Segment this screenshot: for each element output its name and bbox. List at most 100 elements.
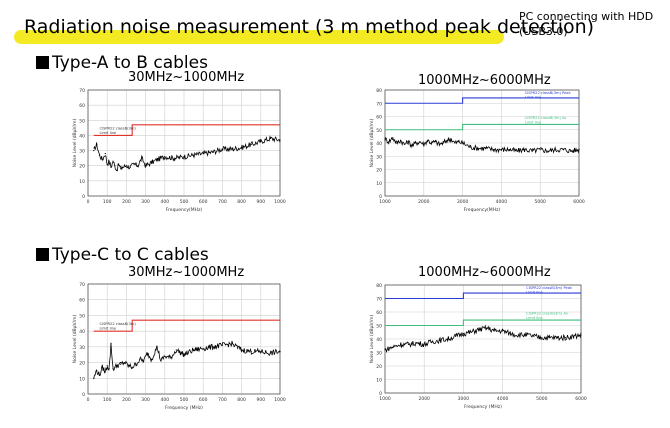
data-point: [141, 157, 143, 159]
limit-label: CISPR22 classB(3m) Av: [525, 116, 568, 120]
x-tick-label: 600: [199, 397, 208, 403]
data-point: [110, 343, 112, 345]
y-tick-label: 30: [79, 345, 85, 351]
peak-limit-label: CISPR22 classB(3m) Peak: [526, 286, 573, 290]
data-point: [104, 371, 106, 373]
data-point: [439, 339, 441, 341]
limit-label: CISPR22 classB(3m): [100, 322, 137, 326]
data-point: [423, 343, 425, 345]
data-point: [572, 335, 574, 337]
data-point: [106, 365, 108, 367]
x-tick-label: 0: [87, 397, 90, 403]
x-tick-label: 400: [161, 397, 170, 403]
section-label: Type-C to C cables: [52, 245, 209, 265]
y-tick-label: 70: [376, 101, 382, 107]
limit-label: CISPR22 classB(3m) Av: [526, 312, 569, 316]
x-tick-label: 300: [141, 199, 150, 205]
section-label: Type-A to B cables: [52, 53, 208, 73]
y-tick-label: 0: [82, 194, 85, 200]
data-point: [269, 352, 271, 354]
peak-limit-line: [385, 292, 581, 300]
peak-limit-label: CISPR22 classB(3m) Peak: [525, 91, 572, 95]
data-point: [580, 334, 582, 336]
y-tick-label: 0: [82, 392, 85, 398]
x-tick-label: 600: [199, 199, 208, 205]
data-point: [116, 169, 118, 171]
data-point: [106, 163, 108, 165]
y-axis-label: Noise Level (dBµV/m): [72, 119, 78, 168]
data-point: [175, 349, 177, 351]
data-point: [93, 149, 95, 152]
y-tick-label: 20: [376, 364, 382, 370]
plot-frame: [87, 89, 281, 197]
data-point: [415, 142, 417, 144]
data-point: [541, 337, 543, 339]
x-axis-label: Frequency(MHz): [166, 207, 203, 213]
x-tick-label: 700: [218, 397, 227, 403]
chart-type-c-c-high: 0 10 20 30 40 50 60 70 80 1000 2000 3000 4000 5000 600…: [369, 283, 587, 410]
chart-title: 30MHz~1000MHz: [128, 265, 245, 280]
data-point: [564, 337, 566, 339]
data-point: [121, 166, 124, 168]
data-point: [101, 366, 103, 368]
data-point: [493, 149, 495, 151]
x-tick-label: 500: [180, 199, 189, 205]
noise-trace: [93, 340, 281, 380]
data-point: [570, 150, 572, 152]
data-point: [454, 142, 456, 144]
data-point: [517, 334, 519, 336]
data-point: [462, 142, 464, 144]
section-type-c-to-c: Type-C to C cables: [36, 245, 209, 265]
limit-label: Limit line: [100, 326, 117, 330]
data-point: [145, 165, 147, 167]
chart-title: 1000MHz~6000MHz: [418, 265, 551, 280]
limit-label: Limit line: [525, 121, 542, 125]
data-point: [446, 139, 448, 141]
y-tick-label: 80: [376, 283, 382, 289]
data-point: [156, 159, 158, 161]
data-point: [478, 328, 480, 331]
data-point: [212, 151, 214, 153]
data-point: [508, 149, 510, 151]
data-point: [502, 330, 504, 332]
data-point: [221, 148, 223, 150]
data-point: [231, 148, 233, 150]
limit-line: [385, 319, 581, 327]
data-point: [101, 159, 103, 161]
data-point: [150, 162, 152, 164]
x-tick-label: 3000: [457, 199, 469, 205]
data-point: [202, 347, 204, 350]
data-point: [169, 357, 172, 359]
data-point: [129, 166, 131, 168]
y-tick-label: 50: [376, 128, 382, 134]
y-tick-label: 50: [79, 313, 85, 319]
data-point: [133, 163, 135, 165]
data-point: [549, 337, 551, 339]
data-point: [241, 146, 243, 149]
data-point: [388, 141, 390, 143]
data-point: [396, 142, 398, 144]
data-point: [407, 343, 410, 345]
y-tick-label: 10: [79, 376, 85, 382]
y-tick-label: 20: [376, 168, 382, 174]
data-point: [125, 165, 127, 167]
x-tick-label: 800: [237, 397, 246, 403]
chart-title: 30MHz~1000MHz: [128, 70, 245, 85]
data-point: [533, 335, 535, 337]
data-point: [462, 333, 464, 335]
data-point: [202, 153, 204, 155]
y-tick-label: 80: [376, 88, 382, 94]
data-point: [469, 146, 471, 148]
data-point: [556, 337, 559, 339]
title-block: Radiation noise measurement (3 m method …: [14, 12, 594, 46]
y-tick-label: 40: [79, 133, 85, 139]
y-tick-label: 60: [79, 103, 85, 109]
data-point: [555, 149, 557, 151]
data-point: [120, 363, 122, 365]
x-axis-label: Frequency(MHz): [464, 207, 501, 213]
title-highlight: [14, 30, 504, 44]
test-condition-note: PC connecting with HDD (USB3.0): [519, 9, 669, 39]
x-axis-label: Frequency (MHz): [464, 404, 502, 410]
data-point: [108, 160, 110, 162]
data-point: [539, 149, 541, 151]
